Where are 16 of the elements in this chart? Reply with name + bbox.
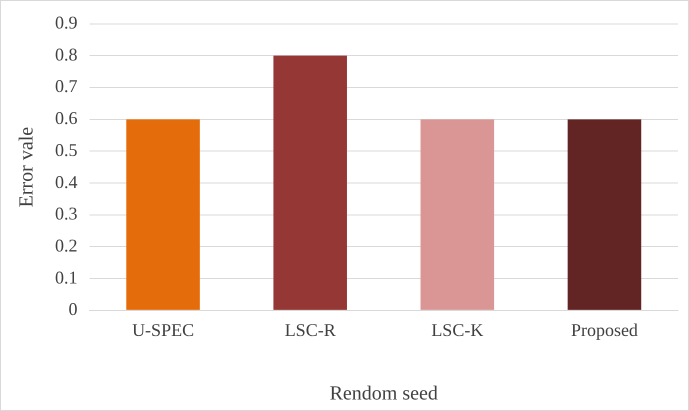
y-tick-label: 0.3 [55,204,78,224]
y-tick-label: 0.1 [55,267,78,288]
y-tick-label: 0.5 [55,140,78,160]
y-tick-label: 0.2 [55,235,78,256]
y-tick-label: 0 [68,299,78,320]
x-tick-label: LSC-R [284,320,336,340]
y-tick-label: 0.4 [55,172,78,192]
x-tick-label: U-SPEC [132,320,194,340]
x-tick-label: LSC-K [431,320,484,340]
y-tick-label: 0.8 [55,44,78,64]
y-axis-title: Error vale [15,126,38,208]
x-axis-title: Rendom seed [330,382,438,404]
x-tick-label: Proposed [570,320,638,340]
y-tick-label: 0.6 [55,108,78,128]
y-tick-label: 0.9 [55,12,78,33]
y-tick-label: 0.7 [55,76,78,96]
